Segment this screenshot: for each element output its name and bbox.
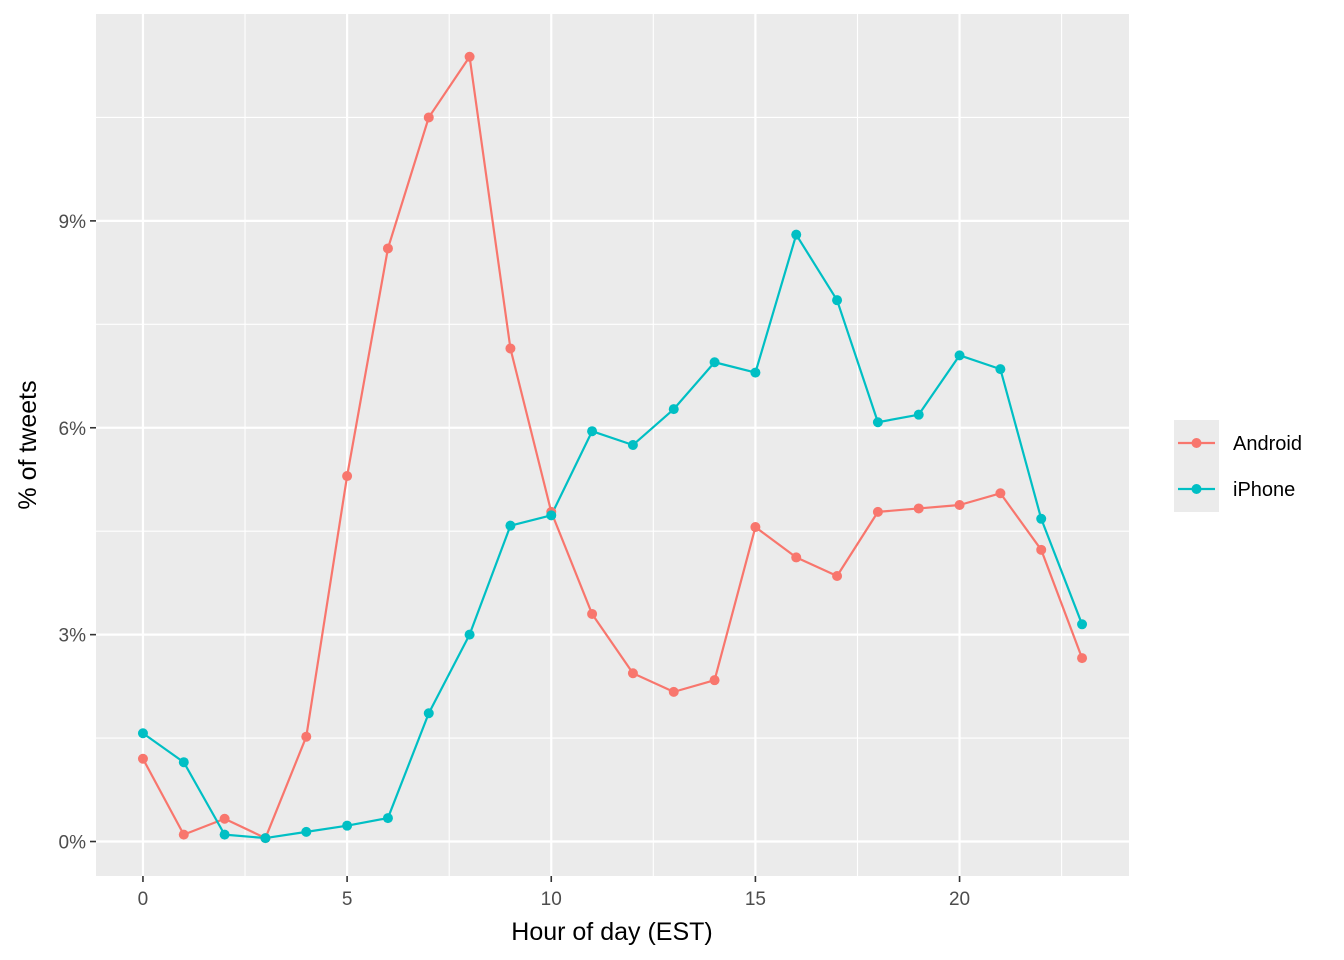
data-point-iphone — [260, 833, 271, 844]
y-tick-label: 3% — [59, 626, 87, 647]
data-point-android — [913, 503, 924, 514]
y-axis: 0% 3% 6% 9% — [59, 212, 96, 854]
y-axis-title: % of tweets — [14, 380, 42, 509]
data-point-android — [668, 686, 679, 697]
data-point-iphone — [1077, 619, 1088, 630]
legend-key-point-android — [1191, 438, 1202, 448]
data-point-android — [219, 813, 230, 824]
data-point-android — [464, 51, 475, 62]
x-tick-label: 5 — [342, 889, 353, 910]
data-point-android — [954, 499, 965, 510]
data-point-android — [791, 552, 802, 563]
legend: Android iPhone — [1174, 420, 1302, 512]
data-point-android — [1077, 653, 1088, 664]
x-axis-title: Hour of day (EST) — [511, 918, 712, 946]
data-point-iphone — [505, 520, 516, 531]
y-tick-label: 0% — [59, 833, 87, 854]
data-point-iphone — [178, 757, 189, 768]
y-tick-label: 6% — [59, 419, 87, 440]
data-point-android — [709, 675, 720, 686]
data-point-android — [750, 522, 761, 533]
x-tick-label: 15 — [745, 889, 766, 910]
data-point-android — [872, 506, 883, 517]
data-point-iphone — [954, 350, 965, 361]
data-point-iphone — [832, 295, 843, 306]
data-point-iphone — [464, 629, 475, 640]
legend-key-point-iphone — [1191, 484, 1202, 494]
data-point-iphone — [587, 426, 598, 437]
data-point-android — [627, 668, 638, 679]
x-tick-label: 20 — [949, 889, 970, 910]
legend-label-android: Android — [1233, 433, 1302, 455]
data-point-iphone — [137, 728, 148, 739]
data-point-iphone — [382, 813, 393, 824]
data-point-iphone — [342, 820, 353, 831]
panel-background — [96, 14, 1129, 876]
data-point-android — [505, 343, 516, 354]
data-point-iphone — [995, 364, 1006, 375]
data-point-iphone — [750, 367, 761, 378]
series-line-android — [141, 55, 1084, 840]
series-line-iphone — [142, 233, 1084, 840]
x-axis: 0 5 10 15 20 — [138, 876, 970, 910]
x-tick-label: 10 — [541, 889, 562, 910]
data-point-iphone — [546, 510, 557, 521]
data-point-android — [178, 829, 189, 840]
data-point-android — [301, 731, 312, 742]
data-point-iphone — [219, 829, 230, 840]
data-point-android — [995, 488, 1006, 499]
data-point-android — [342, 471, 353, 482]
data-point-iphone — [301, 826, 312, 837]
series-layer — [137, 51, 1088, 844]
data-point-android — [587, 608, 598, 619]
x-tick-label: 0 — [138, 889, 149, 910]
data-point-iphone — [709, 357, 720, 368]
data-point-iphone — [668, 404, 679, 415]
legend-label-iphone: iPhone — [1233, 479, 1295, 501]
data-point-android — [382, 243, 393, 254]
legend-key-background — [1174, 420, 1219, 512]
data-point-android — [423, 112, 434, 123]
y-tick-label: 9% — [59, 212, 87, 233]
data-point-android — [137, 753, 148, 764]
data-point-android — [1036, 544, 1047, 555]
data-point-iphone — [913, 409, 924, 420]
data-point-android — [832, 571, 843, 582]
data-point-iphone — [627, 440, 638, 450]
data-point-iphone — [423, 708, 434, 719]
data-point-iphone — [872, 417, 883, 428]
data-point-iphone — [791, 229, 802, 240]
data-point-iphone — [1036, 513, 1047, 524]
minor-gridlines — [96, 14, 1129, 876]
